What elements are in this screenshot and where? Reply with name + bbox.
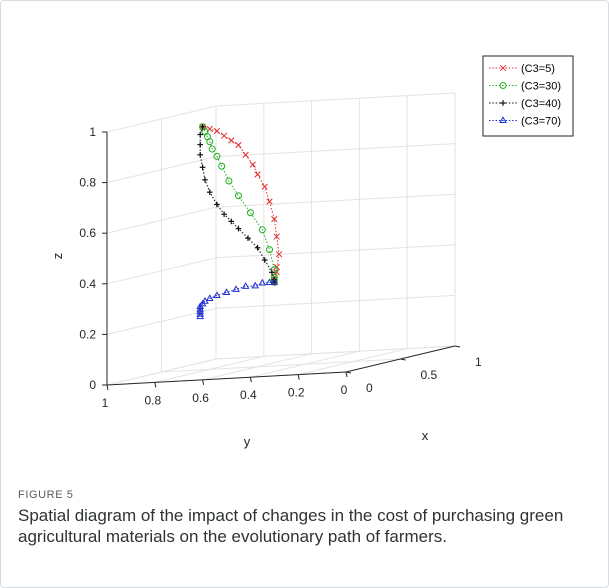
figure-caption: Spatial diagram of the impact of changes… [18,506,564,546]
z-tick-label: 0.8 [79,176,96,190]
y-tick-mark [154,382,157,388]
back-wall-grid-line [215,294,456,309]
back-wall-grid-line [215,244,456,259]
data-point [235,141,242,149]
chart-legend: (C3=5) (C3=30) (C3=40) (C3=70) [482,55,574,137]
z-axis-label: z [50,253,65,260]
data-point [249,161,256,168]
series-1 [199,123,278,286]
figure-label: FIGURE 5 [18,489,74,501]
data-point [228,137,235,144]
data-point [201,297,209,304]
series-3 [196,278,279,320]
y-tick-mark [249,377,252,383]
chart-series [196,123,283,320]
x-tick-label: 0 [366,381,373,395]
y-tick-mark [297,374,300,380]
legend-label: (C3=40) [521,98,561,110]
y-tick-label: 0.2 [288,386,305,400]
data-point [232,285,240,292]
data-point [242,151,249,158]
data-point [261,183,268,190]
x-tick-mark [454,345,461,348]
legend-label: (C3=70) [521,116,561,128]
x-tick-mark [345,371,352,374]
data-point [213,152,221,160]
back-wall-grid-line [215,92,456,107]
z-tick-label: 0.6 [79,226,96,240]
x-tick-mark [400,358,406,361]
data-point [225,177,233,185]
y-tick-label: 0.6 [192,391,209,405]
x-tick-label: 0.5 [421,368,438,382]
y-tick-label: 1 [102,396,109,410]
legend-entry: (C3=40) [489,98,561,110]
z-tick-label: 0 [89,378,96,392]
y-tick-mark [345,371,348,378]
y-tick-label: 0 [341,383,348,397]
data-point [275,251,283,258]
data-point [271,215,278,223]
chart-grid [106,92,456,386]
side-wall-grid-line [106,206,217,234]
data-point [213,127,221,135]
data-point [273,263,280,271]
side-wall-grid-line [106,105,217,133]
data-point [266,246,274,254]
y-tick-mark [202,379,205,385]
data-point [218,162,226,170]
legend-swatch-marker [499,82,507,89]
side-wall-grid-line [106,156,217,184]
legend-swatch-marker [499,116,507,123]
back-wall-grid-line [215,143,456,158]
data-point [208,145,216,153]
floor-grid-line [161,358,401,373]
legend-label: (C3=30) [521,81,561,93]
legend-entry: (C3=5) [489,63,555,75]
side-wall-grid-line [106,257,217,285]
data-point [241,282,250,289]
z-tick-label: 0.4 [79,277,96,291]
data-point [220,132,228,139]
data-point [258,278,267,286]
data-point [206,138,214,146]
data-point [213,291,221,299]
y-axis-line [106,371,347,386]
z-tick-label: 1 [89,125,96,139]
y-tick-label: 0.8 [144,393,161,407]
data-point [270,278,279,285]
data-point [251,281,260,289]
data-point [273,233,280,240]
back-wall-grid-line [215,193,456,208]
y-tick-label: 0.4 [240,388,257,402]
data-point [254,171,261,178]
legend-label: (C3=5) [521,63,555,75]
data-point [258,226,266,234]
data-point [266,198,273,205]
side-wall-grid-line [106,358,217,386]
data-point [196,309,205,317]
legend-entry: (C3=30) [489,81,561,93]
x-tick-label: 1 [475,355,482,369]
data-point [205,294,214,301]
y-axis-label: y [244,434,251,449]
legend-entry: (C3=70) [489,116,561,128]
data-point [196,312,205,320]
legend-box [482,55,574,137]
y-tick-mark [106,384,109,391]
data-point [198,299,207,307]
data-point [234,192,242,200]
data-point [222,288,231,295]
z-tick-label: 0.2 [79,327,96,341]
legend-swatch-marker [499,64,507,72]
back-wall-grid-line [215,345,456,360]
series-2 [197,124,278,286]
data-point [265,278,274,286]
data-point [246,209,254,217]
x-axis-label: x [422,428,429,443]
